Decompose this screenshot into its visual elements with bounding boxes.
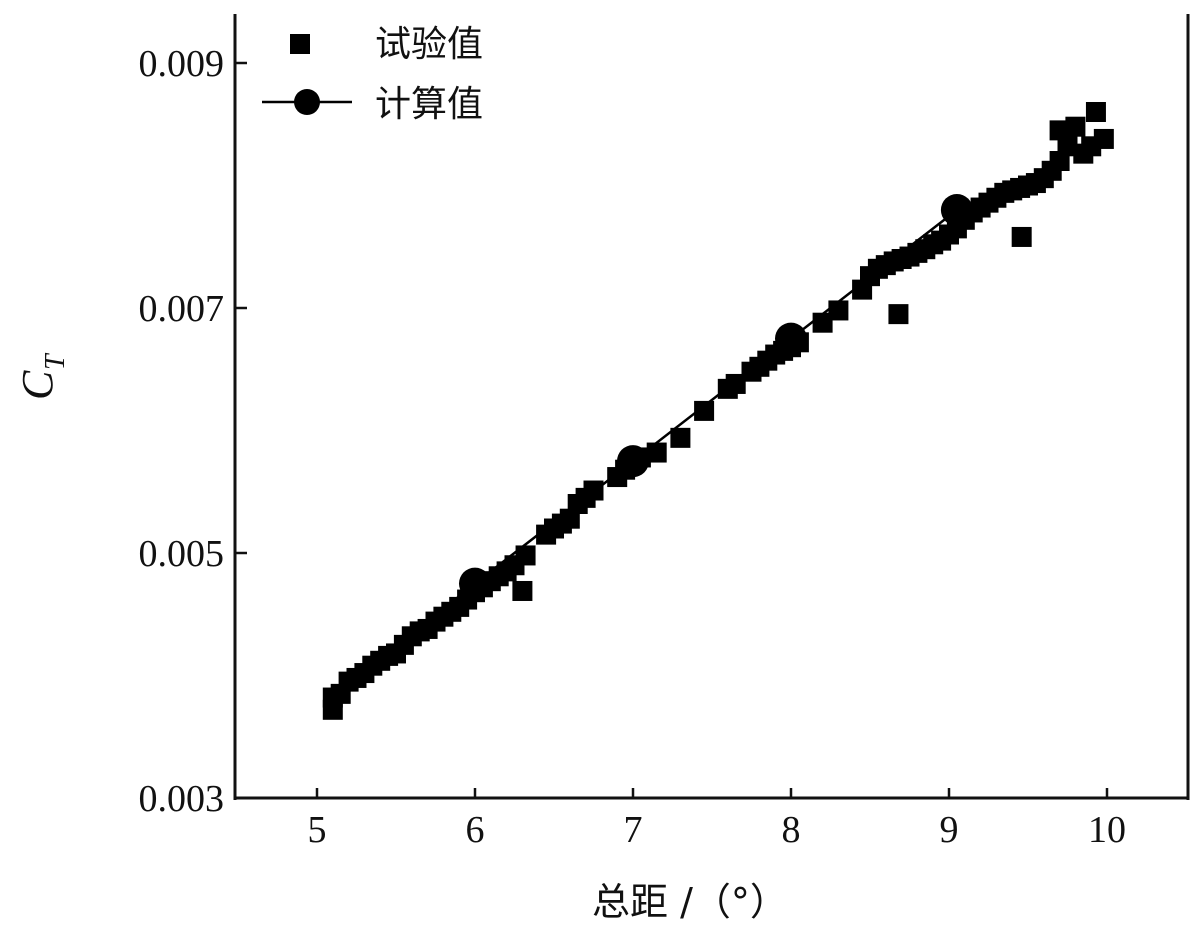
legend-square-marker [290,34,310,54]
y-tick-label: 0.005 [139,533,225,575]
legend-label-calculated: 计算值 [375,84,483,125]
x-tick-label: 9 [940,809,959,851]
legend: 试验值 计算值 [262,24,483,125]
experimental-point [1011,226,1032,247]
y-tick-label: 0.007 [139,288,225,330]
experimental-point [725,373,746,394]
y-axis-label: C T [13,352,71,400]
x-axis-label: 总距 /（°） [592,880,788,924]
x-tick-label: 6 [466,809,485,851]
y-axis-label-subscript: T [40,352,71,370]
y-tick-label: 0.009 [139,43,225,85]
axes [233,14,1190,800]
series-points [322,102,1114,720]
experimental-point [828,300,849,321]
experimental-point [583,480,604,501]
legend-label-experimental: 试验值 [375,24,483,65]
experimental-point [1065,116,1086,137]
calculated-point [775,322,807,355]
experimental-point [888,304,909,325]
legend-circle-marker [294,89,320,115]
experimental-point [646,442,667,463]
calculated-point [459,567,491,600]
experimental-point [515,545,536,566]
x-ticks: 5 6 7 8 9 10 [308,788,1126,851]
calculated-point [617,445,649,478]
x-tick-label: 5 [308,809,327,851]
x-tick-label: 7 [624,809,643,851]
y-ticks: 0.003 0.005 0.007 0.009 [139,43,247,820]
experimental-point [512,580,533,601]
x-tick-label: 8 [782,809,801,851]
experimental-point [670,427,691,448]
x-tick-label: 10 [1088,809,1126,851]
experimental-point [1093,128,1114,149]
experimental-point [694,400,715,421]
y-tick-label: 0.003 [139,778,225,820]
calculated-point [940,194,973,226]
experimental-point [1085,102,1106,122]
y-axis-label-main: C [13,370,62,400]
experimental-point [812,312,833,333]
